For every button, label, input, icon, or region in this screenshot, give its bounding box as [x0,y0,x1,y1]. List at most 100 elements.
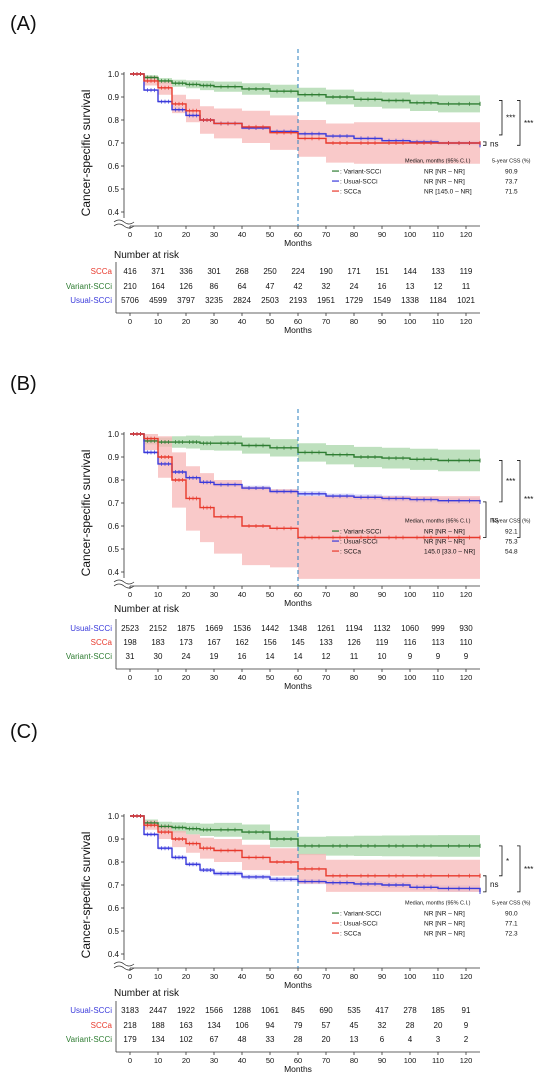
significance-bracket [517,845,521,893]
legend-label: : Variant-SCCi [340,911,381,918]
panel-label: (C) [10,721,38,743]
ci-band-scca [130,816,480,892]
risk-table-tick-label: 0 [128,317,132,326]
legend-css: 73.7 [505,179,518,186]
legend-css: 75.3 [505,539,518,546]
legend-median: NR [NR – NR] [424,931,465,938]
x-tick-label: 30 [210,590,218,599]
risk-count: 171 [347,267,361,276]
x-tick-label: 110 [432,972,444,981]
risk-count: 1261 [317,624,335,633]
risk-count: 133 [319,638,333,647]
risk-table-tick-label: 60 [294,317,302,326]
risk-count: 64 [238,282,247,291]
risk-table-tick-label: 0 [128,673,132,682]
x-tick-label: 30 [210,972,218,981]
risk-count: 33 [266,1035,275,1044]
ci-band-usual-scci [130,816,480,896]
risk-row-label: Usual-SCCi [70,1006,112,1015]
significance-label: * [506,857,509,866]
significance-bracket [517,460,521,538]
risk-count: 10 [378,652,387,661]
km-chart-c: (C) Cancer-specific survival 0.4 0.5 0.6 0.7 0… [10,721,533,1074]
y-axis-label: Cancer-specific survival [79,832,93,959]
x-tick-label: 50 [266,590,274,599]
risk-table-tick-label: 80 [350,673,358,682]
legend-label: : SCCa [340,549,361,556]
risk-count: 20 [322,1035,331,1044]
significance-label: *** [524,865,533,874]
risk-row-label: Usual-SCCi [70,624,112,633]
risk-count: 2523 [121,624,139,633]
risk-count: 47 [266,282,275,291]
risk-count: 32 [322,282,331,291]
risk-count: 19 [210,652,219,661]
risk-table-tick-label: 50 [266,1056,274,1065]
y-tick-label: 0.4 [108,950,120,959]
risk-count: 845 [291,1006,305,1015]
y-tick-label: 0.6 [108,162,120,171]
risk-table-tick-label: 50 [266,317,274,326]
risk-count: 20 [434,1021,443,1030]
risk-count: 2824 [233,296,251,305]
axis-break-mark [113,961,135,967]
axis-break-mark [113,223,135,229]
x-tick-label: 50 [266,972,274,981]
x-tick-label: 70 [322,230,330,239]
legend-css: 77.1 [505,921,518,928]
risk-count: 110 [460,638,473,647]
risk-count: 119 [376,638,389,647]
risk-table-tick-label: 120 [460,1056,473,1065]
risk-row-label: SCCa [91,1021,113,1030]
risk-table-tick-label: 20 [182,317,190,326]
risk-count: 2152 [149,624,167,633]
risk-row-label: SCCa [91,638,113,647]
significance-bracket [483,875,487,893]
risk-table-tick-label: 0 [128,1056,132,1065]
risk-count: 151 [375,267,389,276]
risk-table-tick-label: 10 [154,1056,162,1065]
risk-count: 336 [179,267,193,276]
y-axis-label: Cancer-specific survival [79,450,93,577]
y-tick-label: 0.9 [108,93,120,102]
risk-table-title: Number at risk [114,604,180,615]
x-tick-label: 70 [322,972,330,981]
km-curve-variant-scci [130,433,480,462]
x-tick-label: 100 [404,972,417,981]
risk-count: 113 [432,638,445,647]
risk-count: 28 [294,1035,303,1044]
legend-label: : Variant-SCCi [340,529,381,536]
risk-count: 94 [266,1021,275,1030]
risk-count: 134 [151,1035,165,1044]
legend-header-median: Median, months (95% C.I.) [405,159,471,165]
x-tick-label: 10 [154,230,162,239]
risk-count: 930 [459,624,473,633]
significance-bracket [483,141,487,146]
risk-count: 3183 [121,1006,139,1015]
risk-count: 1669 [205,624,223,633]
risk-count: 179 [123,1035,137,1044]
risk-count: 13 [406,282,415,291]
y-tick-label: 0.7 [108,139,120,148]
legend-label: : Usual-SCCi [340,539,378,546]
risk-count: 1729 [345,296,363,305]
significance-label: *** [506,477,515,486]
risk-count: 1549 [373,296,391,305]
risk-count: 14 [294,652,303,661]
risk-table-tick-label: 90 [378,317,386,326]
risk-count: 144 [403,267,417,276]
x-axis-label: Months [284,980,312,990]
risk-count: 1194 [345,624,363,633]
risk-table-x-label: Months [284,681,312,691]
risk-count: 1951 [317,296,335,305]
y-tick-label: 0.8 [108,476,120,485]
legend-css: 72.3 [505,931,518,938]
risk-count: 1442 [261,624,279,633]
risk-count: 250 [263,267,277,276]
risk-count: 116 [404,638,417,647]
risk-count: 156 [263,638,277,647]
x-tick-label: 0 [128,590,132,599]
y-tick-label: 0.5 [108,545,120,554]
risk-count: 9 [408,652,413,661]
risk-table-title: Number at risk [114,250,180,261]
